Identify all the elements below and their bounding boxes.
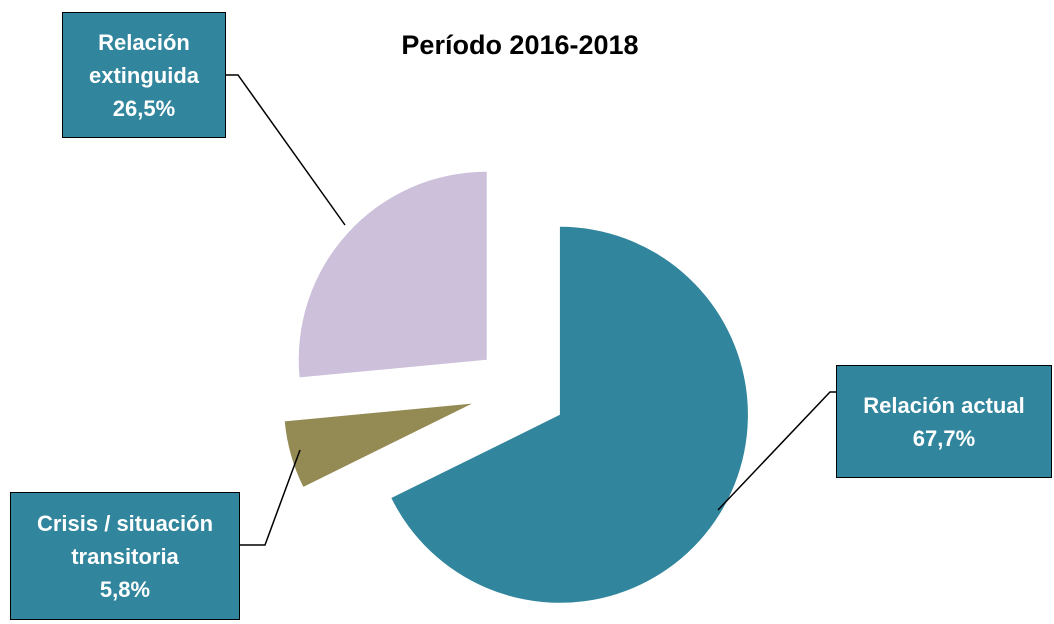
- pie-slice: [284, 403, 472, 487]
- pie-slice: [391, 226, 748, 603]
- value-label: 67,7%: [912, 425, 976, 451]
- label-box: Relación actual 67,7%: [836, 365, 1052, 478]
- slice-label: Crisis / situación transitoria: [36, 510, 214, 569]
- value-label: 26,5%: [112, 95, 176, 121]
- leader-line: [717, 391, 838, 511]
- slice-label: Relación extinguida: [88, 29, 199, 88]
- leader-line: [240, 449, 301, 546]
- label-box: Relación extinguida 26,5%: [62, 12, 226, 138]
- slice-label: Relación actual: [863, 392, 1025, 418]
- value-label: 5,8%: [99, 576, 151, 602]
- pie-slice: [298, 171, 487, 378]
- chart-title: Período 2016-2018: [401, 30, 639, 60]
- leader-line: [226, 74, 346, 226]
- label-box: Crisis / situación transitoria 5,8%: [10, 492, 240, 620]
